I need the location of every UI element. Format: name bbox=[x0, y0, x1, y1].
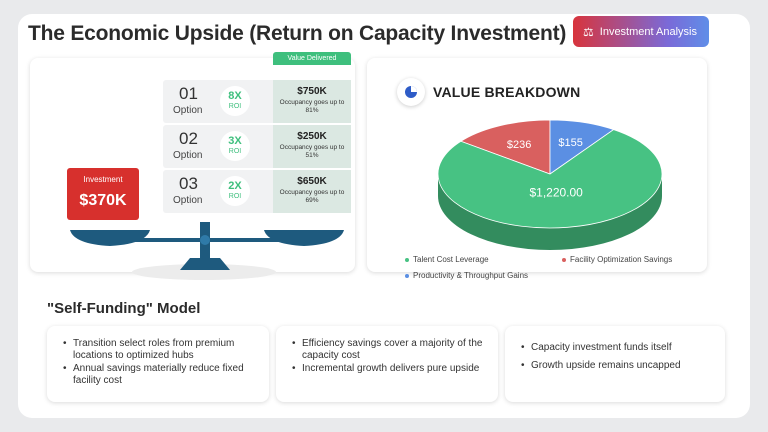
value-cell: $750K Occupancy goes up to 81% bbox=[273, 80, 351, 123]
value-amount: $650K bbox=[297, 176, 327, 187]
value-cell: $650K Occupancy goes up to 69% bbox=[273, 170, 351, 213]
value-amount: $250K bbox=[297, 131, 327, 142]
value-cell: $250K Occupancy goes up to 51% bbox=[273, 125, 351, 168]
pie-label-2: $155 bbox=[558, 137, 582, 149]
scale-shadow bbox=[132, 264, 276, 280]
roi-badge: 3X ROI bbox=[220, 131, 250, 161]
option-number: 01 bbox=[179, 84, 198, 103]
legend-swatch bbox=[562, 257, 566, 262]
value-breakdown-title: VALUE BREAKDOWN bbox=[433, 84, 581, 100]
pie-chart-icon bbox=[397, 78, 425, 106]
option-number: 02 bbox=[179, 129, 198, 148]
scale-base bbox=[180, 258, 230, 270]
option-number: 03 bbox=[179, 174, 198, 193]
investment-label: Investment bbox=[83, 175, 123, 184]
option-label: Option bbox=[173, 150, 203, 161]
legend-label: Facility Optimization Savings bbox=[570, 255, 673, 264]
legend-swatch bbox=[405, 273, 409, 278]
benefit-item: Growth upside remains uncapped bbox=[521, 360, 715, 372]
pie-side-0 bbox=[438, 174, 662, 250]
option-label: Option bbox=[173, 195, 203, 206]
scale-icon: ⚖ bbox=[583, 24, 594, 39]
legend-item-3: Productivity & Throughput Gains bbox=[405, 271, 528, 280]
option-row-2: 02 Option 3X ROI $250K Occupancy goes up… bbox=[163, 125, 351, 168]
roi-label: ROI bbox=[228, 148, 242, 155]
self-funding-title: "Self-Funding" Model bbox=[47, 300, 201, 317]
page-title: The Economic Upside (Return on Capacity … bbox=[28, 22, 567, 45]
roi-value: 2X bbox=[228, 180, 242, 192]
value-delivered-tab: Value Delivered bbox=[273, 52, 351, 65]
pie-slice-1 bbox=[459, 119, 551, 175]
pie-slice-0 bbox=[437, 129, 663, 229]
roi-label: ROI bbox=[228, 103, 242, 110]
investment-analysis-badge[interactable]: ⚖ Investment Analysis bbox=[573, 16, 709, 47]
value-desc: Occupancy goes up to 69% bbox=[279, 189, 345, 204]
roi-value: 3X bbox=[228, 135, 242, 147]
benefit-card-2: Efficiency savings cover a majority of t… bbox=[276, 326, 498, 402]
legend-label: Productivity & Throughput Gains bbox=[413, 271, 529, 280]
badge-label: Investment Analysis bbox=[599, 25, 697, 38]
legend-swatch bbox=[405, 257, 409, 262]
roi-value: 8X bbox=[228, 90, 242, 102]
pie-label-0: $1,220.00 bbox=[529, 186, 583, 200]
legend-label: Talent Cost Leverage bbox=[413, 255, 489, 264]
option-row-1: 01 Option 8X ROI $750K Occupancy goes up… bbox=[163, 80, 351, 123]
option-label: Option bbox=[173, 105, 203, 116]
benefit-card-3: Capacity investment funds itself Growth … bbox=[505, 326, 725, 402]
value-amount: $750K bbox=[297, 86, 327, 97]
pie-chart: $236 $155 $1,220.00 bbox=[437, 119, 663, 250]
option-row-3: 03 Option 2X ROI $650K Occupancy goes up… bbox=[163, 170, 351, 213]
benefit-item: Transition select roles from premium loc… bbox=[63, 338, 259, 362]
investment-box: Investment $370K bbox=[67, 168, 139, 220]
value-desc: Occupancy goes up to 81% bbox=[279, 99, 345, 114]
benefit-item: Capacity investment funds itself bbox=[521, 342, 715, 354]
benefit-item: Annual savings materially reduce fixed f… bbox=[63, 363, 259, 387]
legend-item-2: Facility Optimization Savings bbox=[562, 255, 672, 264]
benefit-card-1: Transition select roles from premium loc… bbox=[47, 326, 269, 402]
benefit-item: Incremental growth delivers pure upside bbox=[292, 363, 488, 375]
roi-badge: 8X ROI bbox=[220, 86, 250, 116]
pie-label-1: $236 bbox=[507, 139, 531, 151]
scale-pivot bbox=[200, 235, 210, 245]
investment-amount: $370K bbox=[79, 192, 127, 209]
balance-scale-icon bbox=[70, 222, 344, 280]
roi-badge: 2X ROI bbox=[220, 176, 250, 206]
legend-item-1: Talent Cost Leverage bbox=[405, 255, 489, 264]
roi-label: ROI bbox=[228, 193, 242, 200]
value-desc: Occupancy goes up to 51% bbox=[279, 144, 345, 159]
benefit-item: Efficiency savings cover a majority of t… bbox=[292, 338, 488, 362]
